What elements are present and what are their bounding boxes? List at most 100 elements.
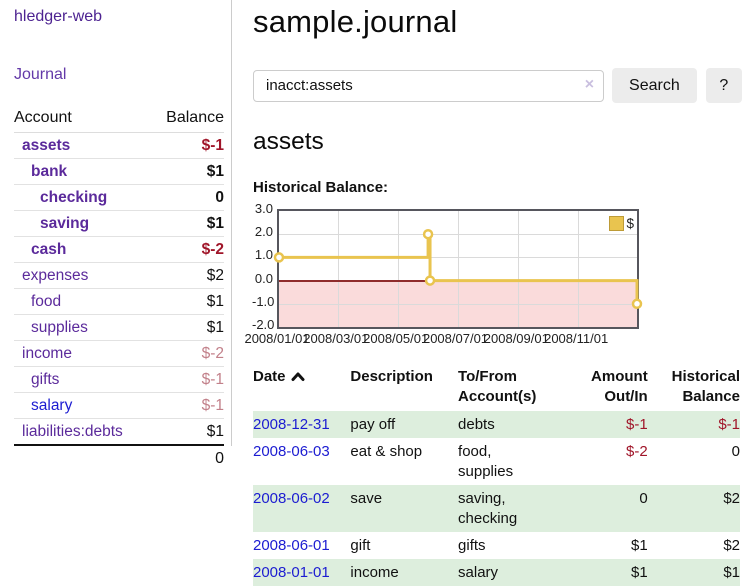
sidebar-item-journal[interactable]: Journal bbox=[14, 66, 67, 83]
data-point-marker bbox=[422, 228, 434, 240]
account-balance: $1 bbox=[151, 210, 224, 237]
account-link[interactable]: gifts bbox=[31, 370, 60, 388]
transaction-row: 2008-06-03 eat & shop food, supplies $-2 0 bbox=[253, 438, 740, 485]
main-content: sample.journal × Search ? assets Histori… bbox=[244, 0, 742, 586]
account-balance: $1 bbox=[151, 418, 224, 446]
account-balance: $1 bbox=[151, 158, 224, 185]
account-row: gifts $-1 bbox=[14, 366, 224, 393]
x-axis-tick-label: 2008/01/01 bbox=[244, 331, 310, 346]
transactions-table: Date Description To/From Account(s) Amou… bbox=[253, 365, 740, 586]
x-axis-tick-label: 2008/07/01 bbox=[422, 331, 489, 346]
transaction-date-link[interactable]: 2008-01-01 bbox=[253, 563, 330, 581]
account-link[interactable]: bank bbox=[31, 162, 68, 180]
transaction-balance: $2 bbox=[723, 536, 740, 554]
transaction-amount: 0 bbox=[639, 489, 648, 507]
account-link[interactable]: checking bbox=[40, 188, 108, 206]
y-axis-tick-label: 3.0 bbox=[254, 201, 273, 216]
gridline bbox=[518, 211, 520, 327]
transaction-accounts: gifts bbox=[458, 536, 486, 554]
transaction-date-link[interactable]: 2008-06-03 bbox=[253, 442, 330, 460]
account-row: salary $-1 bbox=[14, 392, 224, 419]
data-point-marker bbox=[273, 252, 285, 263]
account-row: saving $1 bbox=[14, 210, 224, 237]
transaction-date-link[interactable]: 2008-06-01 bbox=[253, 536, 330, 554]
x-axis-tick-label: 2008/05/01 bbox=[363, 331, 429, 346]
y-axis-tick-label: 1.0 bbox=[254, 247, 273, 263]
search-form: × Search ? bbox=[253, 68, 742, 103]
transaction-description: income bbox=[350, 563, 399, 581]
historical-balance-chart: $ 3.0 2.0 1.0 0.0 -1.0 -2.0 2008/01/01 2008/03/… bbox=[244, 201, 742, 349]
transaction-description: save bbox=[350, 489, 383, 507]
sort-asc-icon bbox=[291, 368, 305, 388]
search-button[interactable]: Search bbox=[612, 68, 697, 103]
sidebar: hledger-web Journal Account Balance asse… bbox=[0, 0, 232, 471]
account-balance: $-1 bbox=[151, 132, 224, 159]
account-link[interactable]: saving bbox=[40, 214, 90, 232]
account-balance: $-1 bbox=[151, 366, 224, 393]
legend-label: $ bbox=[626, 216, 634, 231]
account-link[interactable]: supplies bbox=[31, 318, 88, 336]
legend-swatch-icon bbox=[609, 216, 625, 231]
transaction-amount: $-1 bbox=[626, 415, 648, 433]
account-link[interactable]: liabilities:debts bbox=[22, 422, 123, 440]
col-header-description: Description bbox=[350, 368, 433, 385]
transaction-accounts: debts bbox=[458, 415, 495, 433]
transaction-row: 2008-06-02 save saving, checking 0 $2 bbox=[253, 485, 740, 532]
transaction-description: gift bbox=[350, 536, 371, 554]
transaction-balance: 0 bbox=[731, 442, 740, 460]
transaction-balance: $2 bbox=[723, 489, 740, 507]
account-balance: $1 bbox=[151, 314, 224, 341]
chart-title: Historical Balance: bbox=[253, 179, 389, 196]
transaction-amount: $1 bbox=[631, 563, 648, 581]
x-axis-tick-label: 2008/03/01 bbox=[303, 331, 369, 346]
col-header-accounts: To/From Account(s) bbox=[458, 368, 537, 405]
account-link[interactable]: salary bbox=[31, 396, 73, 414]
account-row: assets $-1 bbox=[14, 132, 224, 159]
account-balance: $1 bbox=[151, 288, 224, 315]
account-balance: $2 bbox=[151, 262, 224, 289]
gridline bbox=[578, 211, 580, 327]
y-axis-tick-label: -1.0 bbox=[252, 293, 275, 309]
account-link[interactable]: income bbox=[22, 344, 72, 362]
search-box: × bbox=[253, 69, 605, 102]
data-point-marker bbox=[631, 298, 643, 310]
gridline bbox=[397, 211, 399, 327]
accounts-table-body: assets $-1 bank $1 checking 0 saving $1 cash $-2 e… bbox=[14, 132, 224, 471]
clear-search-icon[interactable]: × bbox=[584, 75, 595, 93]
transaction-accounts: food, supplies bbox=[458, 442, 514, 480]
y-axis-tick-label: 2.0 bbox=[254, 224, 273, 240]
col-header-balance: Historical Balance bbox=[671, 368, 740, 405]
account-row: income $-2 bbox=[14, 340, 224, 367]
help-button[interactable]: ? bbox=[705, 68, 742, 103]
y-axis-tick-label: 0.0 bbox=[254, 270, 273, 286]
account-link[interactable]: assets bbox=[22, 136, 71, 154]
account-link[interactable]: food bbox=[31, 292, 62, 310]
account-link[interactable]: cash bbox=[31, 240, 67, 258]
transaction-amount: $-2 bbox=[626, 442, 648, 460]
chart-legend: $ bbox=[609, 216, 634, 231]
accounts-header-balance: Balance bbox=[151, 105, 224, 133]
app-title-link[interactable]: hledger-web bbox=[14, 8, 103, 25]
transaction-description: eat & shop bbox=[350, 442, 423, 460]
transaction-description: pay off bbox=[350, 415, 396, 433]
transaction-accounts: saving, checking bbox=[458, 489, 518, 527]
account-row: checking 0 bbox=[14, 184, 224, 211]
account-balance: $-2 bbox=[151, 236, 224, 263]
account-row: cash $-2 bbox=[14, 236, 224, 263]
x-axis-tick-label: 2008/11/01 bbox=[544, 331, 609, 346]
account-balance: $-1 bbox=[151, 392, 224, 419]
account-row: food $1 bbox=[14, 288, 224, 315]
x-axis-tick-label: 2008/09/01 bbox=[483, 331, 549, 346]
transaction-date-link[interactable]: 2008-06-02 bbox=[253, 489, 330, 507]
gridline bbox=[457, 211, 459, 327]
account-link[interactable]: expenses bbox=[22, 266, 89, 284]
col-header-date[interactable]: Date bbox=[253, 365, 350, 411]
transaction-accounts: salary bbox=[458, 563, 499, 581]
account-row: supplies $1 bbox=[14, 314, 224, 341]
col-header-amount: Amount Out/In bbox=[591, 368, 648, 405]
transaction-date-link[interactable]: 2008-12-31 bbox=[253, 415, 330, 433]
gridline bbox=[337, 211, 339, 327]
account-heading: assets bbox=[253, 128, 324, 155]
transaction-balance: $1 bbox=[723, 563, 740, 581]
search-input[interactable] bbox=[253, 69, 605, 102]
